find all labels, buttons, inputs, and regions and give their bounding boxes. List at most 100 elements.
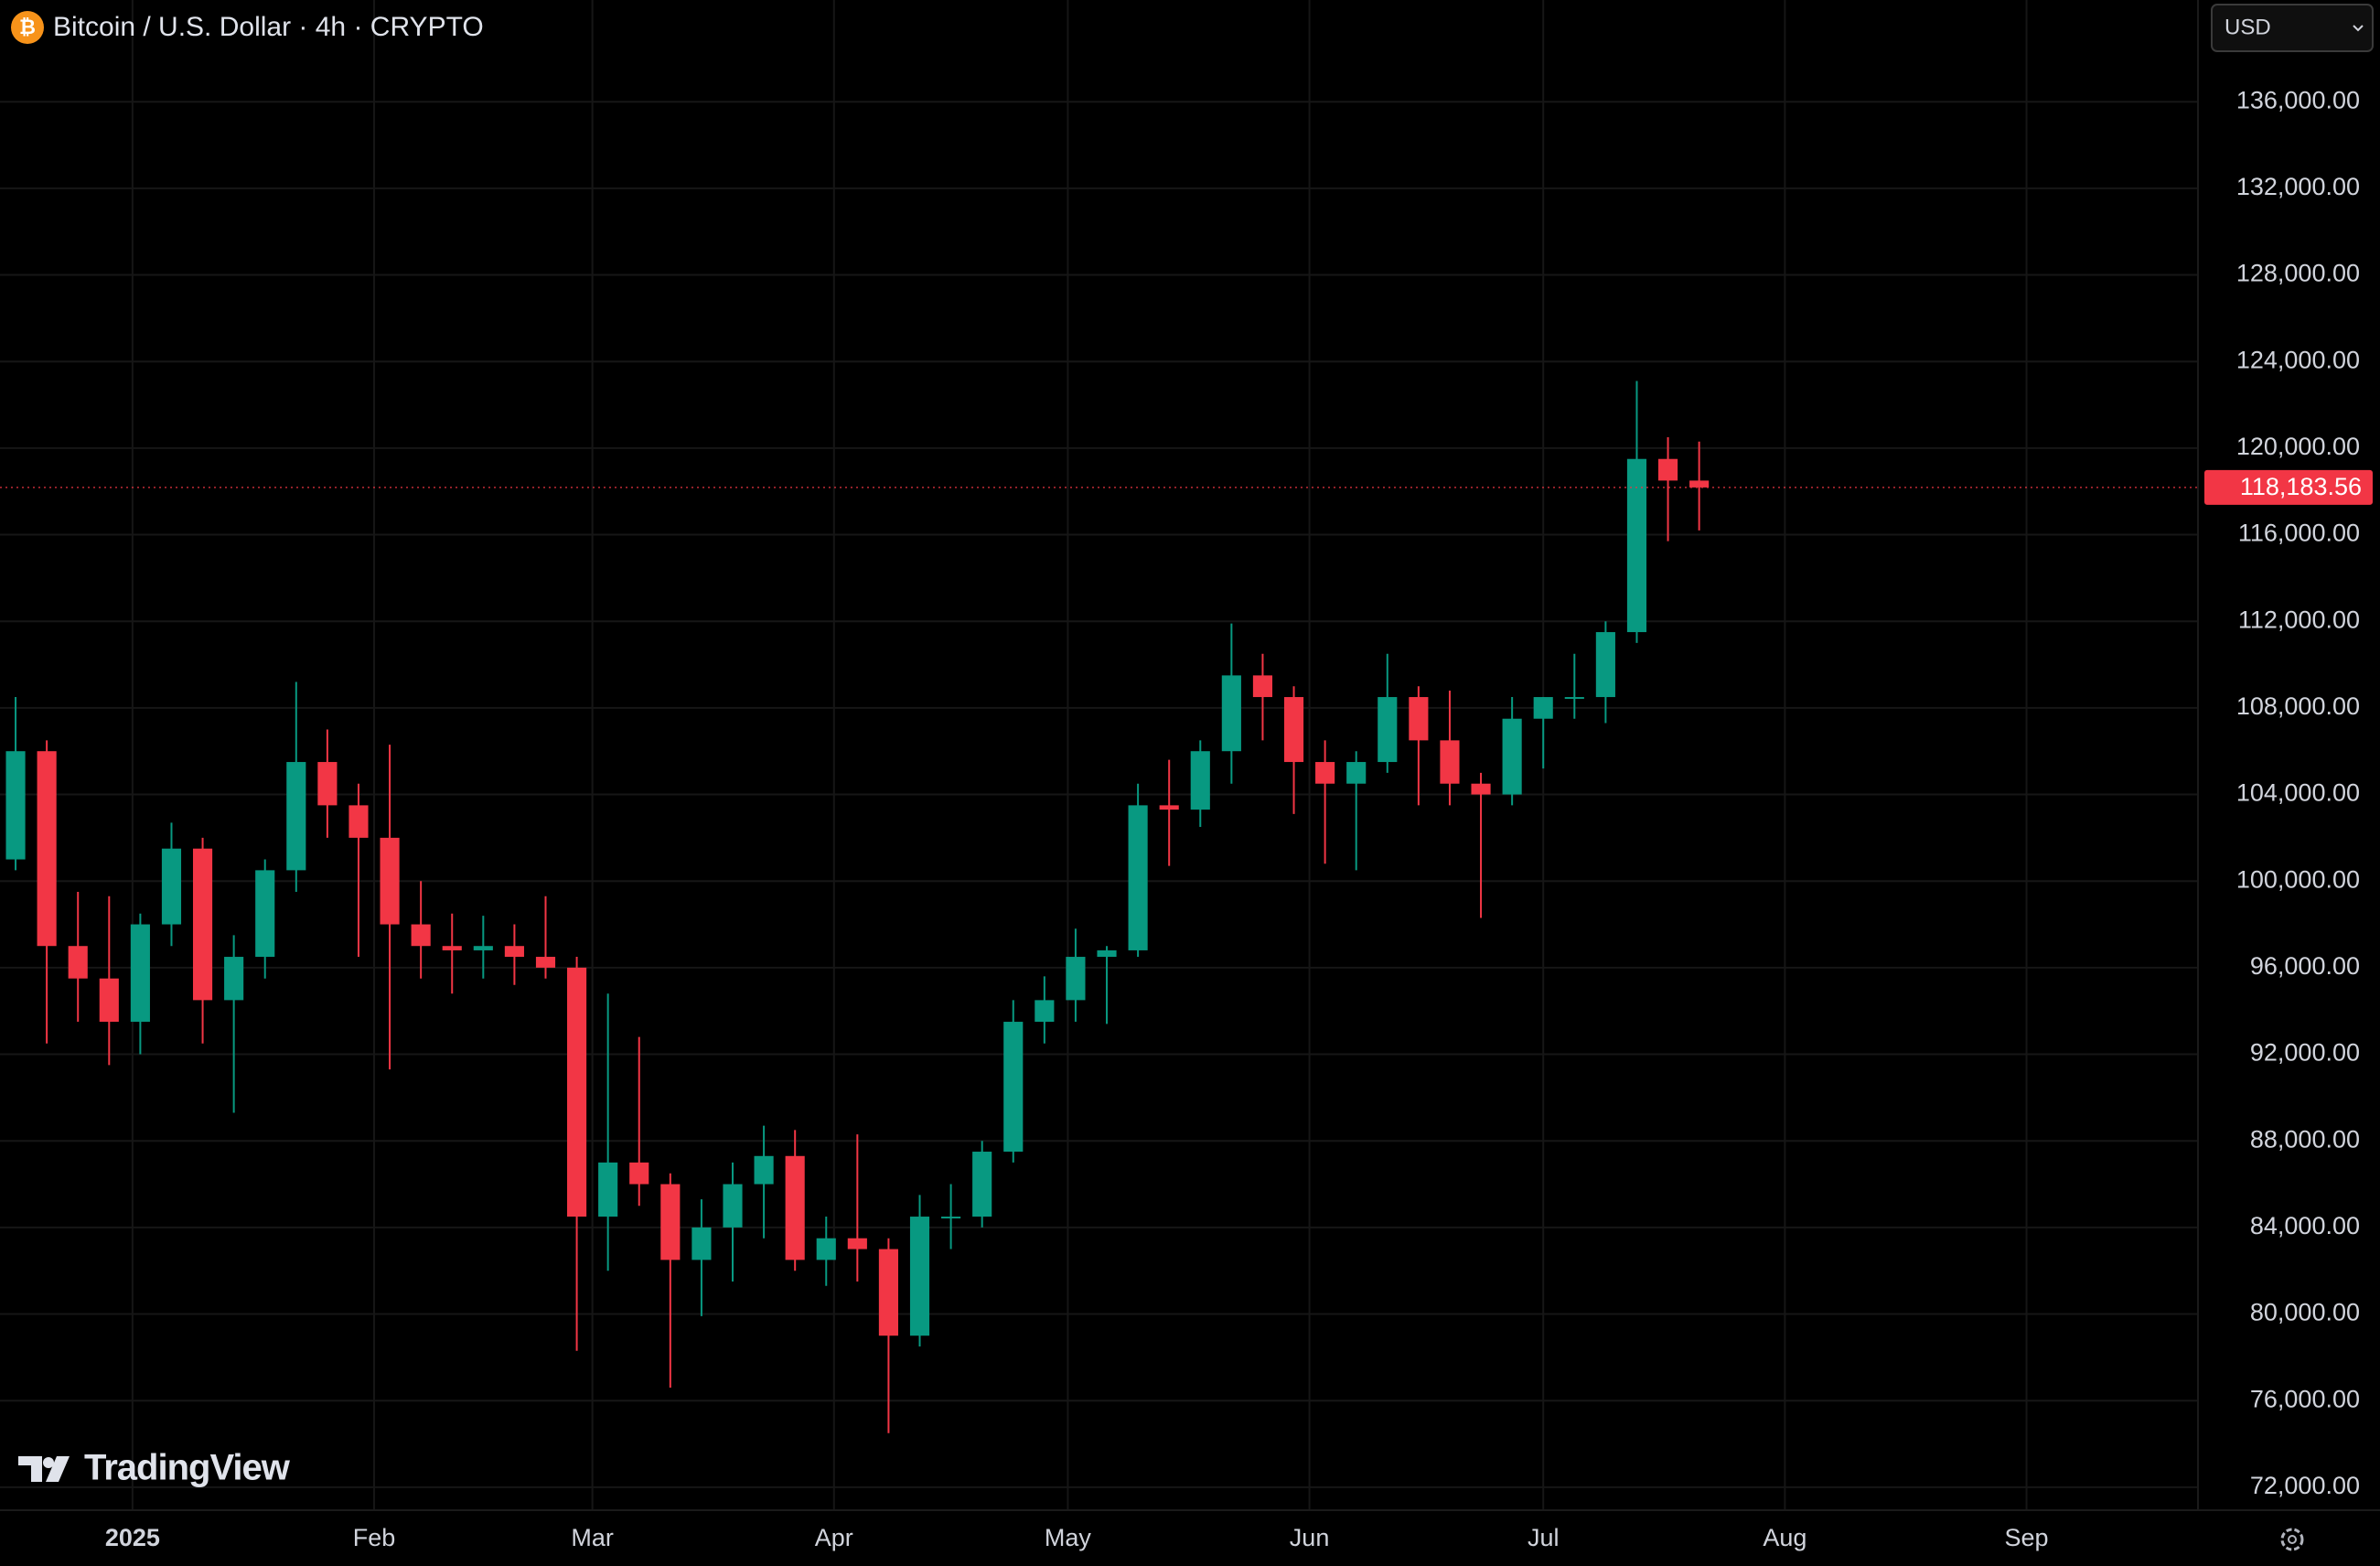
y-tick-label: 132,000.00 — [2236, 173, 2360, 200]
candle-body — [1066, 957, 1086, 1001]
x-tick-label: Jun — [1290, 1524, 1330, 1551]
x-tick-label: Mar — [571, 1524, 614, 1551]
candle-body — [1003, 1022, 1024, 1153]
candle-body — [224, 957, 244, 1001]
candle-body — [660, 1184, 681, 1260]
x-tick-label: Feb — [353, 1524, 396, 1551]
candle-body — [411, 924, 431, 947]
candle-body — [192, 848, 213, 1001]
candle-body — [972, 1152, 992, 1217]
symbol-title: Bitcoin / U.S. Dollar · 4h · CRYPTO — [53, 12, 484, 42]
candle-body — [909, 1217, 930, 1336]
candle-body — [878, 1249, 898, 1336]
candle-body — [535, 957, 556, 968]
candle-body — [317, 762, 338, 806]
candle-body — [348, 805, 369, 838]
candle-body — [1471, 783, 1491, 795]
candle-body — [1252, 675, 1273, 698]
candle-body — [847, 1238, 867, 1250]
brand-logo: TradingView — [18, 1448, 292, 1488]
candle-body — [1689, 480, 1710, 488]
candle-body — [1502, 718, 1522, 795]
candle-body — [1221, 675, 1241, 752]
candle-body — [5, 751, 26, 860]
y-tick-label: 84,000.00 — [2250, 1212, 2360, 1239]
candle-body — [161, 848, 182, 925]
candle-body — [785, 1155, 805, 1260]
candle-body — [380, 837, 400, 925]
y-tick-label: 120,000.00 — [2236, 433, 2360, 460]
settings-button[interactable] — [2280, 1528, 2304, 1551]
x-tick-label: Jul — [1528, 1524, 1560, 1551]
y-tick-label: 128,000.00 — [2236, 260, 2360, 287]
candle-body — [37, 751, 57, 947]
candle-body — [255, 870, 275, 958]
currency-select-box[interactable] — [2211, 4, 2374, 52]
y-tick-label: 108,000.00 — [2236, 692, 2360, 720]
bitcoin-icon-glyph: ₿ — [19, 16, 36, 38]
candles — [5, 381, 1710, 1433]
candle-body — [99, 978, 119, 1023]
candle-body — [567, 967, 587, 1217]
y-tick-label: 80,000.00 — [2250, 1299, 2360, 1326]
candle-body — [941, 1217, 961, 1219]
x-tick-label: Apr — [815, 1524, 853, 1551]
candle-body — [1626, 458, 1647, 633]
y-tick-label: 124,000.00 — [2236, 346, 2360, 373]
candle-body — [1283, 697, 1304, 763]
candle-body — [754, 1155, 774, 1185]
y-tick-label: 96,000.00 — [2250, 952, 2360, 980]
last-price-label: 118,183.56 — [2240, 473, 2362, 500]
candle-body — [1346, 762, 1367, 784]
x-tick-label: Aug — [1763, 1524, 1806, 1551]
candle-body — [1440, 740, 1460, 784]
candle-body — [1564, 697, 1584, 700]
brand-logo-dot — [43, 1457, 54, 1468]
y-tick-label: 116,000.00 — [2238, 520, 2360, 547]
candle-body — [1533, 697, 1553, 719]
brand-logo-text: TradingView — [84, 1448, 291, 1488]
candle-body — [1097, 949, 1117, 958]
candle-body — [130, 924, 150, 1023]
y-tick-label: 88,000.00 — [2250, 1125, 2360, 1153]
y-tick-label: 136,000.00 — [2236, 86, 2360, 113]
candle-body — [691, 1227, 712, 1260]
candle-body — [1035, 1000, 1055, 1023]
candle-body — [598, 1162, 618, 1217]
candle-body — [723, 1184, 743, 1228]
y-tick-label: 100,000.00 — [2236, 865, 2360, 893]
settings-icon[interactable] — [2280, 1528, 2304, 1551]
x-tick-label: Sep — [2005, 1524, 2049, 1551]
candle-body — [442, 946, 462, 950]
y-tick-label: 104,000.00 — [2236, 779, 2360, 807]
chevron-icon — [2353, 25, 2364, 32]
candle-body — [1378, 697, 1398, 763]
candle-body — [68, 946, 88, 979]
candle-body — [504, 946, 524, 958]
candle-body — [1595, 632, 1615, 698]
y-tick-label: 92,000.00 — [2250, 1039, 2360, 1067]
candle-body — [1657, 458, 1678, 481]
bitcoin-icon — [11, 11, 44, 44]
x-tick-label: 2025 — [105, 1524, 160, 1551]
candle-body — [1315, 762, 1335, 784]
candle-body — [1128, 805, 1148, 950]
candle-body — [473, 946, 493, 950]
x-tick-label: May — [1045, 1524, 1092, 1551]
candle-body — [1159, 805, 1179, 810]
currency-select-label[interactable]: USD — [2225, 15, 2271, 39]
brand-logo-mark — [18, 1456, 70, 1482]
header: ₿ Bitcoin / U.S. Dollar · 4h · CRYPTO — [11, 11, 484, 44]
currency-select[interactable]: USD — [2211, 4, 2374, 52]
candle-body — [1409, 697, 1429, 741]
candle-body — [816, 1238, 836, 1260]
y-tick-label: 112,000.00 — [2238, 606, 2360, 633]
y-tick-label: 72,000.00 — [2250, 1472, 2360, 1499]
candle-body — [286, 762, 306, 871]
y-tick-label: 76,000.00 — [2250, 1385, 2360, 1412]
candle-body — [629, 1162, 649, 1185]
settings-icon-center — [2288, 1535, 2297, 1544]
grid — [0, 0, 2198, 1510]
